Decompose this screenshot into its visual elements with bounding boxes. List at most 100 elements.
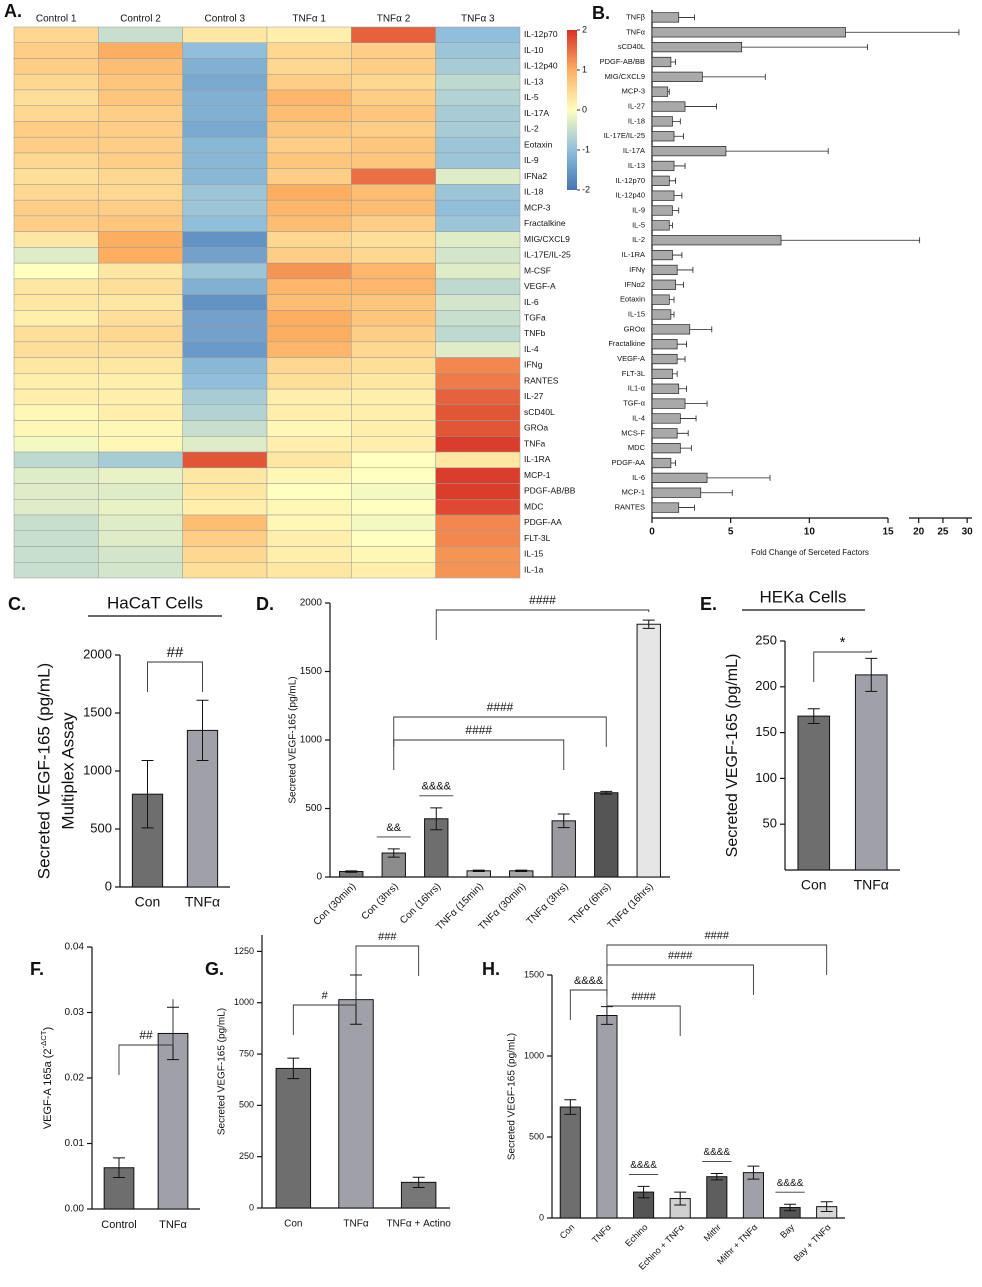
- row-label: IL-15: [524, 549, 544, 559]
- row-label: IL-2: [524, 124, 539, 134]
- error-bar: [387, 848, 400, 858]
- row-label: VEGF-A: [524, 281, 556, 291]
- error-bar: [667, 88, 670, 95]
- row-label: MCP-1: [524, 470, 551, 480]
- x-tick-label: TNFα (16hrs): [606, 881, 656, 931]
- significance-label: ####: [705, 930, 730, 942]
- heat-cell: [351, 231, 436, 248]
- bar: [651, 205, 673, 216]
- significance-bracket: [147, 661, 203, 692]
- row-label: TNFa: [524, 438, 546, 448]
- heat-cell: [98, 310, 183, 327]
- heat-cell: [351, 562, 436, 579]
- x-tick-label: Bay: [778, 1222, 796, 1240]
- category-label: IL-6: [632, 473, 645, 482]
- heat-cell: [182, 436, 268, 453]
- x-tick-label: Con: [284, 1219, 302, 1230]
- column-label: TNFα 2: [377, 14, 411, 25]
- category-label: IL1-α: [628, 384, 646, 393]
- heat-cell: [266, 451, 352, 469]
- heat-cell: [182, 341, 268, 358]
- heat-cell: [182, 499, 268, 516]
- heat-cell: [13, 152, 99, 169]
- heat-cell: [351, 105, 436, 122]
- heat-cell: [351, 373, 436, 390]
- heat-cell: [266, 373, 352, 390]
- heat-cell: [435, 184, 521, 201]
- category-label: IL-9: [632, 205, 645, 214]
- error-bar: [741, 44, 868, 51]
- heat-cell: [435, 420, 521, 437]
- heat-cell: [435, 215, 521, 232]
- error-bar: [685, 103, 717, 110]
- row-label: IFNg: [524, 360, 543, 370]
- bar: [651, 339, 678, 350]
- significance-label: ####: [529, 593, 556, 607]
- heat-cell: [266, 483, 352, 500]
- x-tick-label: Con: [801, 877, 827, 893]
- heat-cell: [435, 231, 521, 248]
- y-tick-label: 2000: [83, 646, 112, 661]
- heat-cell: [435, 42, 521, 59]
- x-tick-label: 15: [882, 527, 894, 538]
- bar: [706, 1176, 728, 1219]
- x-tick-label: TNFα + Actino: [386, 1219, 451, 1230]
- error-bar: [564, 1099, 577, 1115]
- bar: [651, 353, 678, 365]
- heat-cell: [13, 357, 99, 374]
- category-label: IL-15: [628, 309, 645, 318]
- error-bar: [472, 869, 485, 873]
- heat-cell: [266, 499, 352, 516]
- significance-label: #: [322, 990, 329, 1002]
- heat-cell: [351, 168, 436, 185]
- heat-cell: [98, 436, 183, 453]
- heat-cell: [98, 483, 183, 500]
- error-bar: [672, 252, 683, 259]
- y-axis-label-part: VEGF-A 165a (2: [42, 1048, 54, 1129]
- bar: [651, 264, 678, 276]
- heat-cell: [98, 514, 183, 532]
- x-tick-label: Con: [135, 894, 161, 910]
- y-tick-label: 150: [755, 724, 777, 739]
- category-label: IFNα2: [624, 280, 645, 289]
- x-tick-label: Mithr: [702, 1222, 723, 1243]
- error-bar: [674, 192, 683, 199]
- error-bar: [865, 657, 878, 692]
- heat-cell: [98, 499, 183, 516]
- category-label: MCP-3: [622, 87, 645, 96]
- heat-cell: [266, 436, 352, 453]
- heat-cell: [98, 136, 183, 154]
- bar: [275, 1067, 312, 1209]
- y-tick-label: 100: [755, 770, 777, 785]
- heat-cell: [98, 247, 183, 264]
- heat-cell: [351, 262, 436, 280]
- error-bar: [702, 73, 766, 80]
- row-label: Eotaxin: [524, 139, 553, 149]
- category-label: IL-18: [628, 116, 645, 125]
- heat-cell: [13, 341, 99, 358]
- x-tick-label: TNFα (3hrs): [525, 881, 571, 927]
- heat-cell: [13, 73, 99, 91]
- x-tick-label: TNFα: [185, 894, 220, 910]
- heat-cell: [98, 404, 183, 421]
- heat-cell: [351, 294, 436, 311]
- heat-cell: [182, 310, 268, 327]
- category-label: IL-4: [632, 413, 645, 422]
- heat-cell: [266, 105, 352, 122]
- heat-cell: [182, 26, 268, 43]
- row-label: IL-6: [524, 297, 539, 307]
- heat-cell: [435, 530, 521, 547]
- error-bar: [196, 699, 209, 762]
- error-bar: [642, 619, 655, 629]
- heat-cell: [435, 436, 521, 453]
- heat-cell: [266, 121, 352, 138]
- column-label: Control 1: [36, 14, 77, 25]
- y-tick-label: 2000: [300, 598, 323, 609]
- colorbar-label: -1: [582, 144, 590, 154]
- bar: [651, 383, 680, 394]
- heat-cell: [182, 420, 268, 437]
- heat-cell: [266, 199, 352, 217]
- heat-cell: [266, 530, 352, 547]
- heat-cell: [435, 310, 521, 327]
- y-tick-label: 500: [529, 1131, 544, 1141]
